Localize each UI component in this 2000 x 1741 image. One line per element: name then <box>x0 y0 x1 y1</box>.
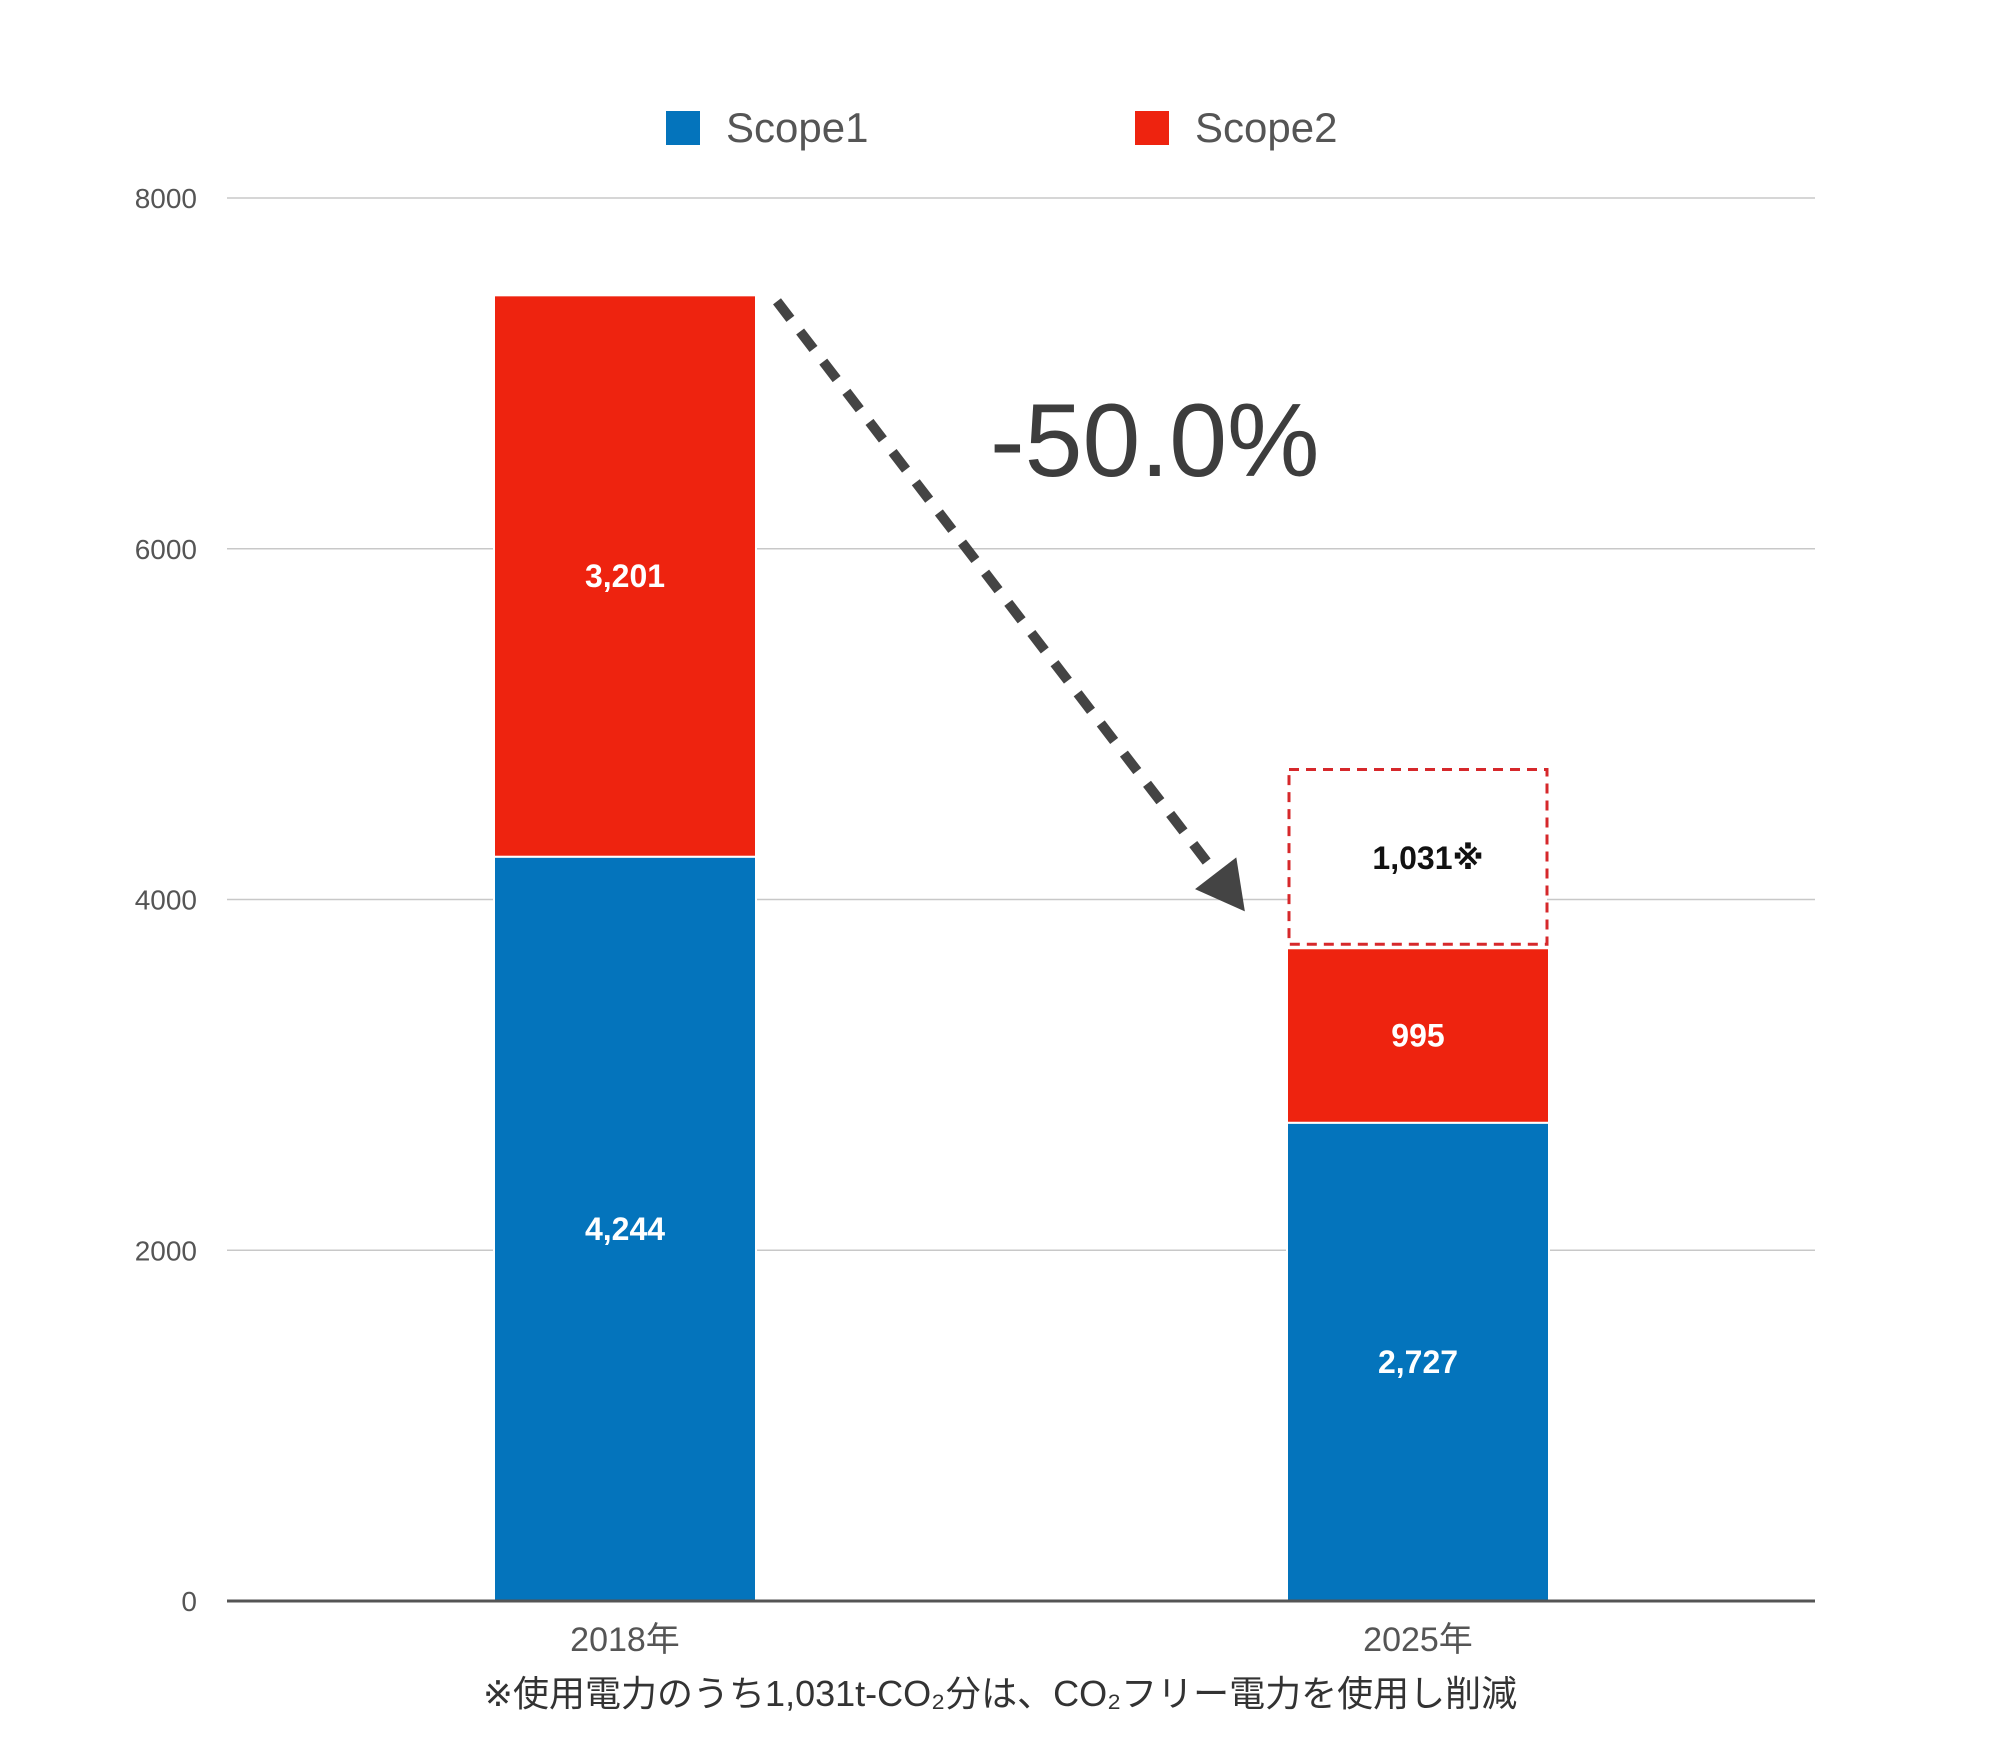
legend-swatch <box>666 111 700 145</box>
data-label: 995 <box>1391 1018 1444 1054</box>
bar-segment <box>493 294 757 858</box>
x-axis-ticks: 2018年 2025年 <box>570 1621 1473 1659</box>
reduction-annotation: -50.0% <box>990 383 1320 499</box>
bar-segment <box>493 855 757 1602</box>
y-tick-label: 2000 <box>135 1235 197 1266</box>
trend-arrow-line <box>773 298 1226 885</box>
bar-segment <box>1286 947 1550 1124</box>
data-label: 3,201 <box>585 558 665 594</box>
footnote: ※使用電力のうち1,031t-CO₂分は、CO₂フリー電力を使用し削減 <box>483 1673 1517 1714</box>
legend: Scope1 Scope2 <box>666 104 1337 151</box>
dashed-reduction-segment <box>1287 767 1549 946</box>
bar-segment <box>1286 1121 1550 1602</box>
x-tick-label: 2018年 <box>570 1621 680 1659</box>
legend-label: Scope1 <box>726 104 868 151</box>
data-label: 2,727 <box>1378 1344 1458 1380</box>
bars <box>493 294 1550 1602</box>
annotation: -50.0% <box>773 298 1320 912</box>
y-tick-label: 0 <box>181 1586 197 1617</box>
y-tick-label: 6000 <box>135 534 197 565</box>
legend-label: Scope2 <box>1195 104 1337 151</box>
y-axis-ticks: 0 2000 4000 6000 8000 <box>135 183 197 1617</box>
gridlines <box>227 197 1815 1251</box>
legend-swatch <box>1135 111 1169 145</box>
y-tick-label: 8000 <box>135 183 197 214</box>
y-tick-label: 4000 <box>135 885 197 916</box>
data-labels: 4,244 3,201 2,727 995 1,031※ <box>585 558 1484 1380</box>
trend-arrowhead-icon <box>1195 857 1245 912</box>
data-label: 1,031※ <box>1372 840 1483 876</box>
x-tick-label: 2025年 <box>1363 1621 1473 1659</box>
data-label: 4,244 <box>585 1211 665 1247</box>
